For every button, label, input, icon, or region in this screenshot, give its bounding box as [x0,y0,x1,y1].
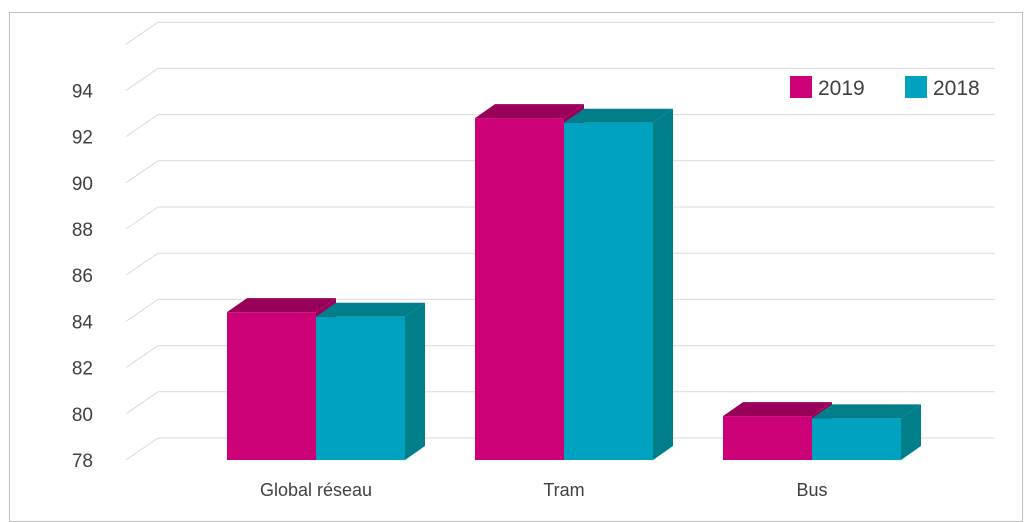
category-label: Bus [796,480,827,500]
bar-front [227,312,316,460]
bar-2018-0 [316,302,425,460]
gridline-depth [125,160,159,184]
y-tick-label: 92 [72,128,93,149]
gridline-depth [125,391,159,415]
bar-top [723,402,832,417]
y-tick-label: 80 [72,405,93,426]
bar-2018-2 [812,404,921,460]
gridline-depth [125,437,159,461]
category-label: Tram [543,480,584,500]
legend-swatch-2018 [905,76,927,98]
gridline-depth [125,345,159,369]
bar-top [475,104,584,119]
gridline-depth [125,114,159,138]
bar-2018-1 [564,108,673,461]
bar-front [564,122,653,461]
bar-top [227,298,336,313]
category-label: Global réseau [260,480,372,500]
gridline-depth [125,206,159,230]
gridline-depth [125,67,159,91]
legend-swatch-2019 [790,76,812,98]
y-tick-label: 78 [72,451,93,472]
y-tick-label: 88 [72,220,93,241]
y-tick-label: 94 [72,81,94,102]
y-axis-ticks: 78 80 82 84 86 88 90 92 94 [72,81,94,472]
gridline-depth [125,21,159,45]
y-tick-label: 86 [72,266,93,287]
gridline-depth [125,252,159,276]
legend-label-2018: 2018 [933,77,980,100]
bar-side [405,302,425,460]
bar-front [812,418,901,460]
y-tick-label: 90 [72,174,93,195]
y-tick-label: 84 [72,312,94,333]
x-axis-categories: Global réseau Tram Bus [260,480,828,500]
bar-side [901,404,921,460]
bar-side [653,108,673,461]
legend: 2019 2018 [790,76,980,100]
bar-top [812,404,921,419]
bar-front [475,118,564,461]
bar-top [564,108,673,123]
legend-label-2019: 2019 [818,77,865,100]
bars [227,104,921,461]
gridline-depth [125,298,159,322]
y-tick-label: 82 [72,359,93,380]
bar-top [316,302,425,317]
bar-front [316,316,405,460]
bar-front [723,416,812,460]
